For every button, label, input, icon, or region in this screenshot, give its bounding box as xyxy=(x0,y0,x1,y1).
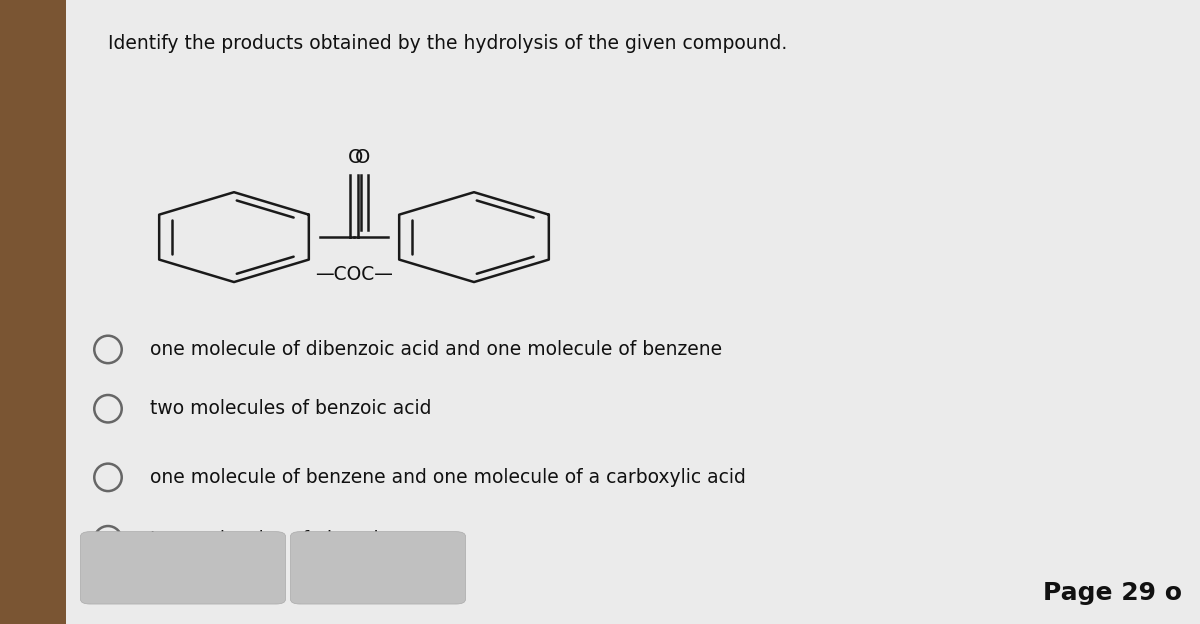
Text: Previous Page: Previous Page xyxy=(113,559,253,577)
Text: O: O xyxy=(355,149,371,167)
Text: two molecules of benzoic acid: two molecules of benzoic acid xyxy=(150,399,432,418)
Text: Page 29 o: Page 29 o xyxy=(1043,581,1182,605)
Text: Identify the products obtained by the hydrolysis of the given compound.: Identify the products obtained by the hy… xyxy=(108,34,787,53)
Text: two molecules of phenol: two molecules of phenol xyxy=(150,530,379,549)
Text: Next Page: Next Page xyxy=(334,559,422,577)
FancyBboxPatch shape xyxy=(66,0,1200,624)
FancyBboxPatch shape xyxy=(290,532,466,604)
Text: one molecule of dibenzoic acid and one molecule of benzene: one molecule of dibenzoic acid and one m… xyxy=(150,340,722,359)
FancyBboxPatch shape xyxy=(80,532,286,604)
Text: —COC—: —COC— xyxy=(316,265,392,284)
Text: O: O xyxy=(348,149,364,167)
Bar xyxy=(0,0,66,624)
Text: one molecule of benzene and one molecule of a carboxylic acid: one molecule of benzene and one molecule… xyxy=(150,468,746,487)
